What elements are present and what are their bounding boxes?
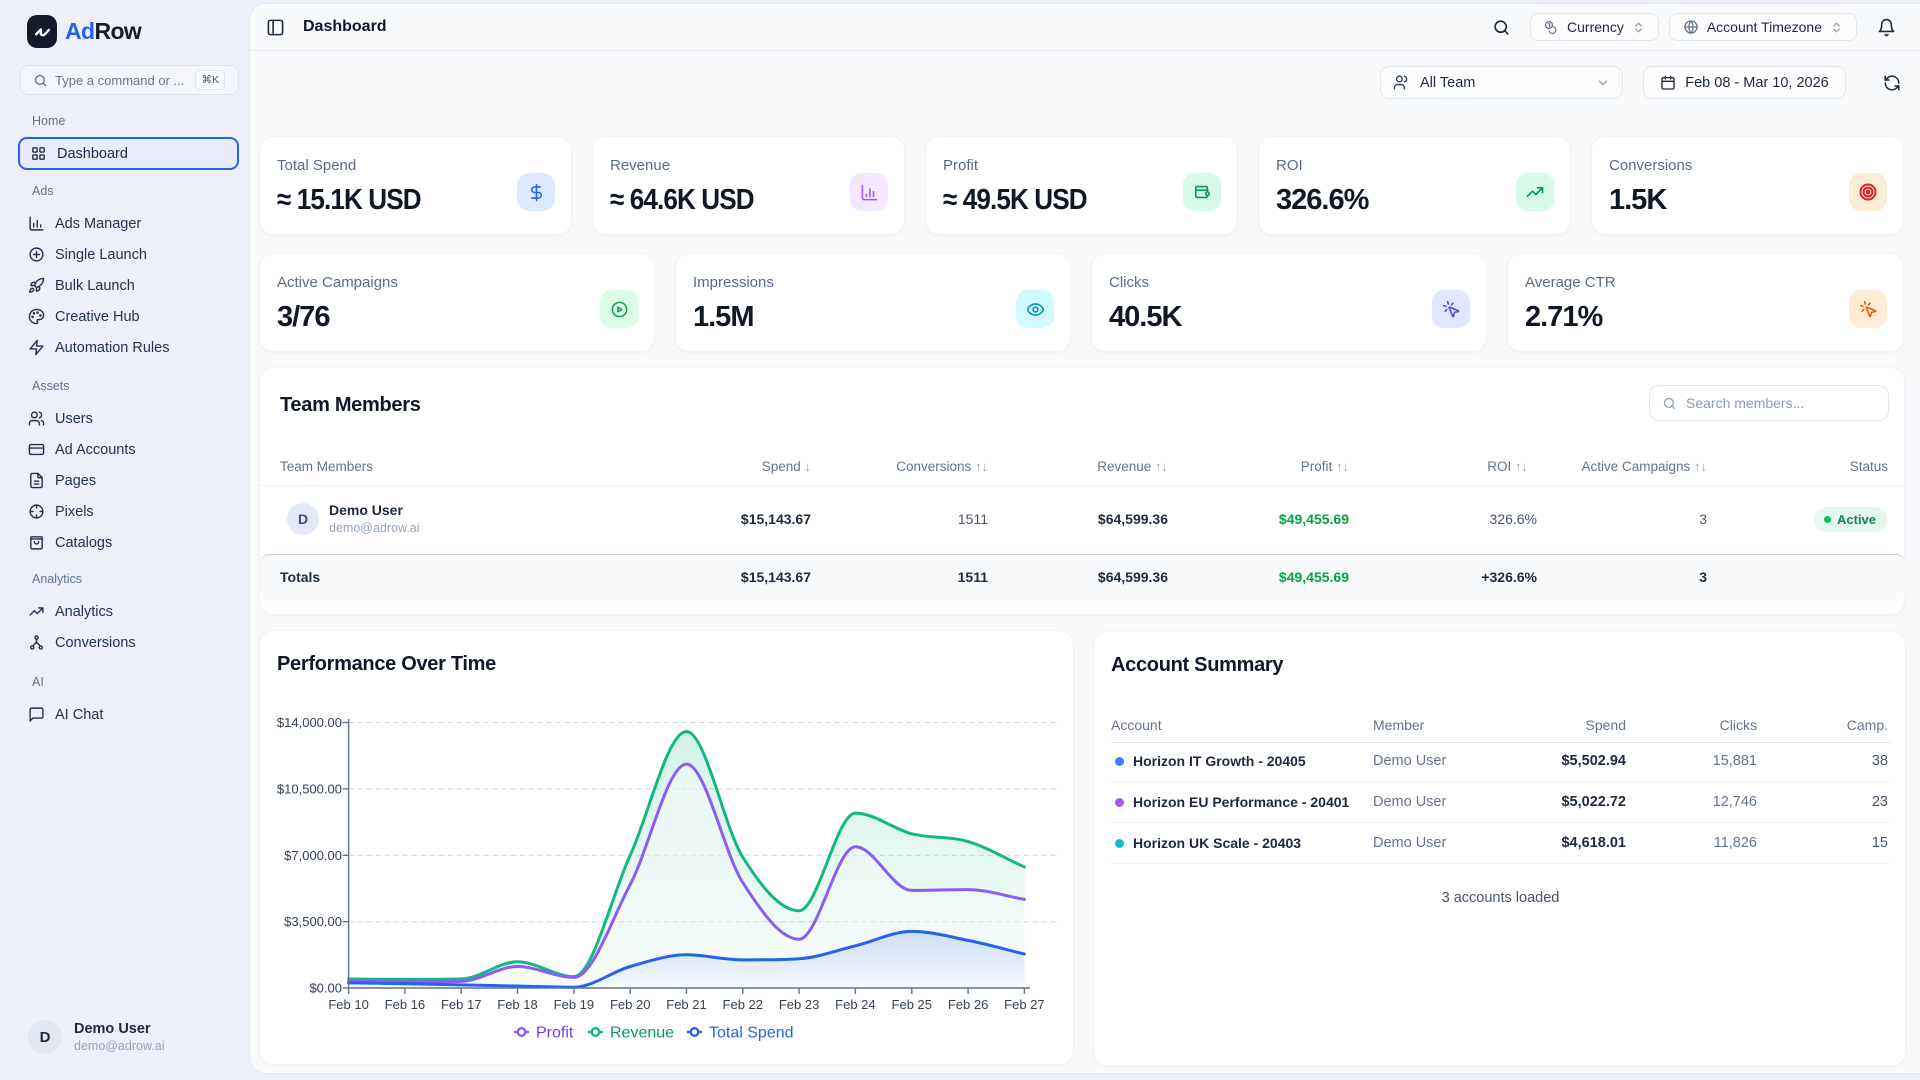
svg-text:Feb 20: Feb 20 [610, 997, 650, 1012]
svg-text:$0.00: $0.00 [309, 981, 342, 996]
svg-text:Revenue: Revenue [610, 1025, 674, 1042]
svg-text:$3,500.00: $3,500.00 [284, 914, 342, 929]
svg-text:Profit: Profit [536, 1025, 574, 1042]
svg-text:Feb 23: Feb 23 [779, 997, 819, 1012]
svg-text:Feb 24: Feb 24 [835, 997, 875, 1012]
svg-text:Feb 19: Feb 19 [554, 997, 594, 1012]
svg-text:Feb 10: Feb 10 [328, 997, 368, 1012]
svg-text:$10,500.00: $10,500.00 [277, 781, 342, 796]
svg-text:Feb 17: Feb 17 [441, 997, 481, 1012]
svg-text:Feb 22: Feb 22 [723, 997, 763, 1012]
svg-text:Total Spend: Total Spend [709, 1025, 794, 1042]
svg-text:$14,000.00: $14,000.00 [277, 715, 342, 730]
svg-text:$7,000.00: $7,000.00 [284, 848, 342, 863]
svg-text:Feb 26: Feb 26 [948, 997, 988, 1012]
svg-text:Feb 16: Feb 16 [385, 997, 425, 1012]
svg-text:Feb 18: Feb 18 [497, 997, 537, 1012]
svg-text:Feb 25: Feb 25 [892, 997, 932, 1012]
svg-text:Feb 21: Feb 21 [666, 997, 706, 1012]
svg-text:Feb 27: Feb 27 [1004, 997, 1044, 1012]
